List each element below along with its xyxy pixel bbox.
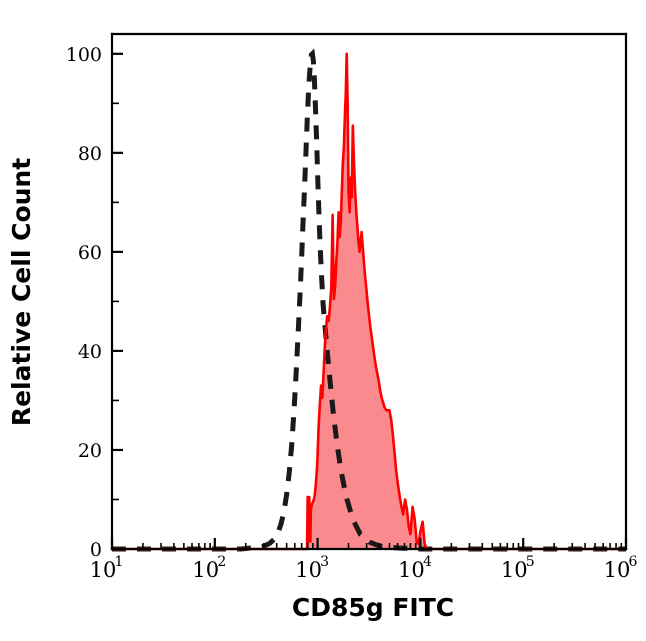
y-tick-label: 0 [90, 539, 102, 561]
axes-frame-layer [110, 32, 628, 551]
x-tick-label: 105 [501, 554, 535, 582]
x-tick-mantissa: 10 [295, 558, 322, 582]
x-axis-title: CD85g FITC [292, 593, 454, 622]
series-line-cd85g-fitc-stained [110, 52, 628, 551]
x-tick-label: 103 [295, 554, 329, 582]
series-fill-cd85g-fitc-stained [112, 53, 626, 550]
y-tick-label: 100 [66, 44, 102, 66]
x-tick-mantissa: 10 [90, 558, 117, 582]
y-tick-label: 80 [78, 143, 102, 165]
x-tick-exponent: 1 [115, 554, 124, 570]
x-tick-mantissa: 10 [398, 558, 425, 582]
x-tick-exponent: 6 [629, 554, 638, 570]
x-tick-exponent: 5 [526, 554, 535, 570]
x-tick-label: 106 [604, 554, 638, 582]
x-tick-label: 104 [398, 554, 432, 582]
x-tick-exponent: 2 [217, 554, 226, 570]
data-series-layer [110, 48, 628, 552]
x-tick-label: 101 [90, 554, 124, 582]
x-axis-ticks: 101 102 103 104 105 106 [90, 538, 638, 582]
x-tick-exponent: 3 [320, 554, 329, 570]
y-axis-ticks: 0 20 40 60 80 100 [66, 44, 123, 561]
x-tick-label: 102 [192, 554, 226, 582]
x-tick-mantissa: 10 [192, 558, 219, 582]
y-tick-label: 20 [78, 440, 102, 462]
x-tick-mantissa: 10 [604, 558, 631, 582]
y-tick-label: 60 [78, 242, 102, 264]
x-tick-mantissa: 10 [501, 558, 528, 582]
x-tick-exponent: 4 [423, 554, 432, 570]
y-axis-title: Relative Cell Count [7, 158, 36, 426]
y-tick-label: 40 [78, 341, 102, 363]
